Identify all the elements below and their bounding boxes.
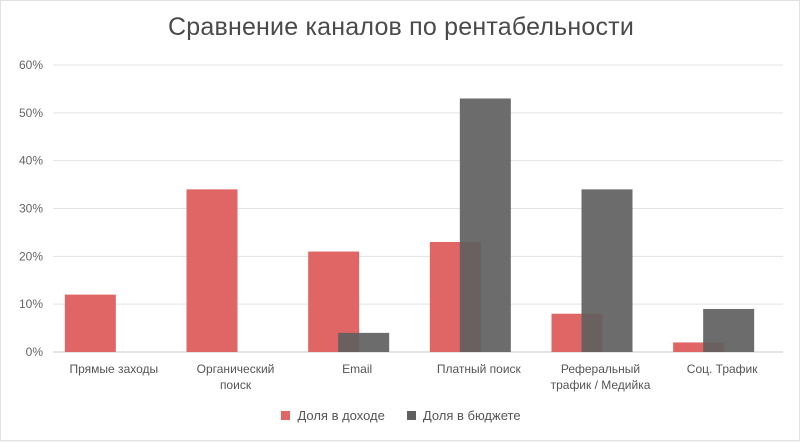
bar-revenue <box>64 294 116 352</box>
chart-legend: Доля в доходе Доля в бюджете <box>1 408 800 423</box>
bar-budget <box>703 308 755 352</box>
bar-revenue <box>673 342 725 352</box>
x-tick-label: Реферальный <box>561 362 640 376</box>
bar-budget <box>581 189 633 352</box>
y-tick-label: 20% <box>19 249 43 263</box>
bar-revenue <box>186 189 238 352</box>
bar-budget <box>338 332 390 352</box>
x-tick-label: Соц. Трафик <box>687 362 758 376</box>
y-tick-label: 0% <box>26 345 44 359</box>
y-tick-label: 50% <box>19 106 43 120</box>
x-tick-label: Email <box>342 362 372 376</box>
legend-swatch-revenue <box>281 411 291 420</box>
x-tick-label: трафик / Медийка <box>551 378 651 392</box>
legend-label-revenue: Доля в доходе <box>297 408 385 423</box>
legend-swatch-budget <box>406 411 416 420</box>
chart-title: Сравнение каналов по рентабельности <box>168 13 634 41</box>
x-tick-label: поиск <box>220 378 252 392</box>
y-tick-label: 40% <box>19 154 43 168</box>
x-tick-label: Прямые заходы <box>70 362 159 376</box>
y-tick-label: 60% <box>19 58 43 72</box>
legend-label-budget: Доля в бюджете <box>422 408 521 423</box>
bar-budget <box>459 98 511 352</box>
legend-item-budget: Доля в бюджете <box>406 408 521 423</box>
y-tick-label: 30% <box>19 202 43 216</box>
y-tick-label: 10% <box>19 297 43 311</box>
x-tick-label: Органический <box>197 362 275 376</box>
legend-item-revenue: Доля в доходе <box>281 408 385 423</box>
x-tick-label: Платный поиск <box>437 362 522 376</box>
